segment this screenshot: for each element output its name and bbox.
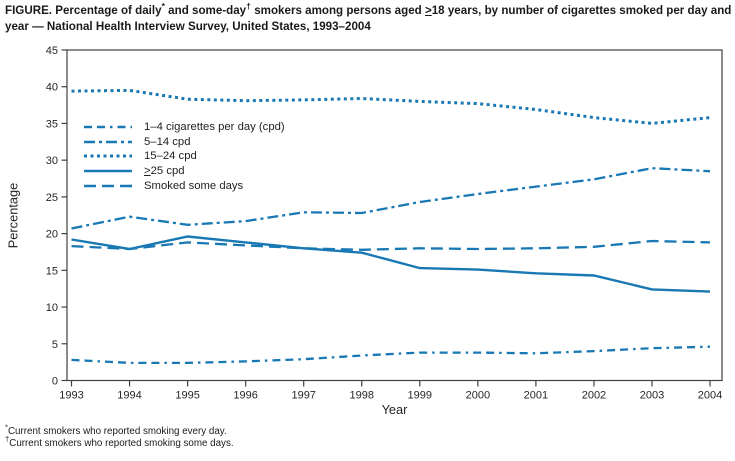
- legend-item: Smoked some days: [84, 178, 285, 193]
- x-tick-label: 1997: [291, 390, 315, 402]
- legend-sample-line: [84, 125, 132, 129]
- y-tick-label: 10: [46, 302, 58, 314]
- y-tick-label: 40: [46, 82, 58, 94]
- y-tick-label: 15: [46, 265, 58, 277]
- legend-item: 5–14 cpd: [84, 135, 285, 150]
- y-tick-label: 30: [46, 155, 58, 167]
- x-tick-label: 1999: [408, 390, 432, 402]
- x-tick-label: 2004: [698, 390, 722, 402]
- x-tick-label: 2002: [582, 390, 606, 402]
- series-line-cpd-1-4: [71, 345, 711, 365]
- y-axis-title: Percentage: [5, 182, 21, 249]
- y-tick-label: 45: [46, 45, 58, 57]
- title-segment: and some-day: [164, 4, 247, 17]
- title-segment: †: [246, 1, 251, 12]
- plot-border: [66, 49, 723, 382]
- legend-item-label: 5–14 cpd: [144, 135, 191, 148]
- footnotes: *Current smokers who reported smoking ev…: [5, 422, 234, 450]
- x-tick-label: 1995: [175, 390, 199, 402]
- legend-item-label: >25 cpd: [144, 165, 185, 178]
- legend-item: 15–24 cpd: [84, 149, 285, 164]
- footnote: †Current smokers who reported smoking so…: [5, 435, 234, 450]
- y-tick-label: 20: [46, 229, 58, 241]
- footnote: *Current smokers who reported smoking ev…: [5, 422, 234, 438]
- x-tick-label: 2003: [640, 390, 664, 402]
- title-segment: >: [424, 4, 432, 17]
- legend-item: >25 cpd: [84, 164, 285, 179]
- x-tick-label: 1998: [350, 390, 374, 402]
- footnote-text: Current smokers who reported smoking eve…: [7, 426, 227, 437]
- legend-item-label: 1–4 cigarettes per day (cpd): [144, 121, 285, 134]
- series-line-cpd-15-24: [71, 88, 711, 125]
- title-segment: 18 years, by number of cigarettes smoked…: [5, 4, 732, 33]
- series-line-cpd-25-plus: [71, 235, 711, 293]
- legend-item-label: Smoked some days: [144, 179, 244, 192]
- legend-sample-line: [84, 140, 132, 144]
- y-tick-label: 5: [52, 339, 58, 351]
- legend-sample-line: [84, 169, 132, 173]
- y-tick-label: 25: [46, 192, 58, 204]
- y-tick-label: 0: [52, 376, 58, 388]
- title-segment: smokers among persons aged: [250, 4, 425, 17]
- y-tick-label: 35: [46, 118, 58, 130]
- footnote-text: Current smokers who reported smoking som…: [9, 437, 234, 449]
- x-tick-label: 1994: [117, 390, 141, 402]
- legend: 1–4 cigarettes per day (cpd) 5–14 cpd 15–2…: [84, 120, 285, 193]
- x-tick-label: 1996: [233, 390, 257, 402]
- legend-sample-line: [84, 154, 132, 158]
- legend-item: 1–4 cigarettes per day (cpd): [84, 120, 285, 135]
- x-tick-label: 2000: [466, 390, 490, 402]
- title-segment: *: [161, 1, 165, 12]
- series-line-smoked-some-days: [71, 239, 711, 251]
- footnote-marker: †: [5, 434, 10, 444]
- legend-item-label: 15–24 cpd: [144, 150, 197, 163]
- x-axis-title: Year: [381, 402, 408, 417]
- legend-sample-line: [84, 184, 132, 187]
- title-segment: FIGURE. Percentage of daily: [5, 4, 162, 17]
- footnote-marker: *: [5, 422, 8, 432]
- x-tick-label: 2001: [524, 390, 548, 402]
- series-line-cpd-5-14: [71, 167, 711, 230]
- figure-title: FIGURE. Percentage of daily* and some-da…: [5, 1, 734, 34]
- x-tick-label: 1993: [59, 390, 83, 402]
